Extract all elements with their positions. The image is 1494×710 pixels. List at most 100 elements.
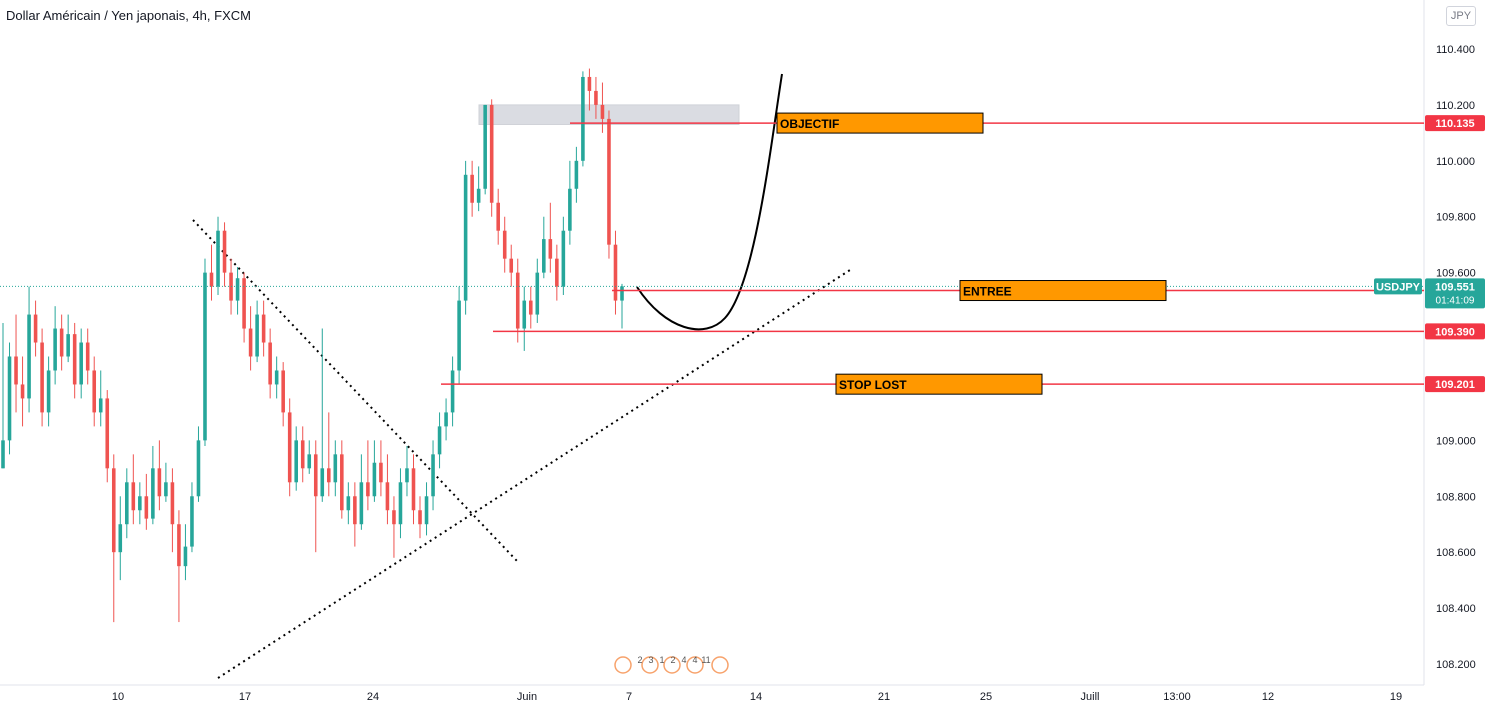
- candle-body: [463, 174, 468, 301]
- candle-body: [287, 412, 292, 483]
- x-tick-label: 24: [367, 691, 379, 703]
- candle: [561, 216, 566, 295]
- candle: [522, 286, 527, 351]
- candle-body: [326, 468, 331, 483]
- candle: [274, 356, 279, 399]
- candle: [242, 272, 246, 343]
- candle: [255, 300, 259, 363]
- candle-body: [320, 468, 325, 497]
- candle-body: [509, 258, 514, 273]
- event-icon[interactable]: [614, 656, 632, 674]
- level-label-box: [776, 112, 984, 134]
- candle: [333, 440, 338, 497]
- candle: [444, 398, 448, 441]
- candle: [294, 426, 299, 491]
- candle-body: [131, 482, 136, 511]
- candle: [326, 412, 331, 497]
- level-price-text: 110.135: [1435, 118, 1474, 130]
- candle: [600, 82, 605, 133]
- candle-body: [353, 496, 357, 525]
- candle: [340, 440, 344, 519]
- candle: [98, 370, 103, 427]
- candle: [535, 258, 540, 323]
- candle: [515, 258, 520, 343]
- candle-body: [522, 300, 527, 329]
- candle-body: [502, 230, 507, 259]
- candle: [496, 188, 500, 245]
- event-marker[interactable]: [641, 656, 659, 674]
- candle: [346, 482, 351, 525]
- candle: [359, 454, 364, 530]
- event-label: 3: [648, 655, 653, 665]
- candle-body: [1, 440, 5, 469]
- candle-body: [242, 278, 246, 329]
- event-marker[interactable]: [686, 656, 704, 674]
- candle-body: [53, 328, 57, 371]
- event-icon[interactable]: [711, 656, 729, 674]
- candle-body: [574, 160, 579, 189]
- level-label-text: STOP LOST: [839, 378, 907, 392]
- candle-body: [561, 230, 566, 287]
- candle-body: [392, 510, 396, 525]
- candle: [138, 482, 142, 525]
- projection-curve: [636, 73, 783, 331]
- level-price-text: 109.390: [1435, 326, 1475, 338]
- event-marker[interactable]: [711, 656, 729, 674]
- candle-body: [157, 468, 162, 497]
- candle-body: [255, 314, 259, 357]
- candle: [483, 104, 487, 195]
- candle: [248, 306, 253, 371]
- event-icon[interactable]: [641, 656, 659, 674]
- candle-body: [209, 272, 214, 287]
- candle-body: [548, 239, 553, 259]
- candle-body: [216, 230, 220, 287]
- candle-body: [587, 76, 592, 91]
- currency-button[interactable]: JPY: [1446, 6, 1476, 26]
- candle: [85, 328, 90, 385]
- candle: [398, 468, 403, 539]
- candle-body: [431, 454, 435, 497]
- candle: [418, 496, 422, 539]
- candle: [313, 440, 318, 553]
- candle: [216, 216, 220, 295]
- candle-body: [138, 496, 142, 511]
- y-tick-label: 108.600: [1436, 547, 1476, 559]
- event-marker[interactable]: [614, 656, 632, 674]
- candle-body: [489, 104, 494, 203]
- candle: [372, 440, 377, 502]
- candle-body: [281, 370, 285, 413]
- candle-body: [600, 104, 605, 119]
- candle: [568, 160, 572, 245]
- candle-body: [33, 314, 38, 343]
- candle-body: [450, 370, 455, 413]
- candle: [183, 524, 188, 581]
- candle-body: [457, 300, 461, 371]
- event-icon[interactable]: [663, 656, 681, 674]
- candle: [33, 300, 38, 357]
- candle: [450, 356, 455, 427]
- candle-body: [170, 482, 175, 525]
- event-marker[interactable]: [663, 656, 681, 674]
- candle-body: [261, 314, 266, 343]
- x-tick-label: 7: [626, 691, 632, 703]
- event-icon[interactable]: [686, 656, 704, 674]
- candle: [235, 267, 240, 315]
- candle: [222, 222, 227, 287]
- candle: [574, 146, 579, 203]
- y-tick-label: 109.800: [1436, 212, 1476, 224]
- candle-body: [476, 188, 481, 203]
- level-price-tag: [1425, 376, 1485, 393]
- candle: [470, 160, 474, 217]
- candle-body: [190, 496, 194, 547]
- candle: [203, 258, 207, 446]
- x-tick-label: 10: [112, 691, 124, 703]
- candle-body: [20, 384, 25, 399]
- candle-body: [235, 278, 240, 301]
- symbol-tag: [1374, 278, 1422, 295]
- candle: [177, 510, 181, 623]
- candle: [66, 314, 70, 363]
- candle: [125, 468, 129, 539]
- event-label: 4: [692, 655, 697, 665]
- candle: [581, 71, 585, 167]
